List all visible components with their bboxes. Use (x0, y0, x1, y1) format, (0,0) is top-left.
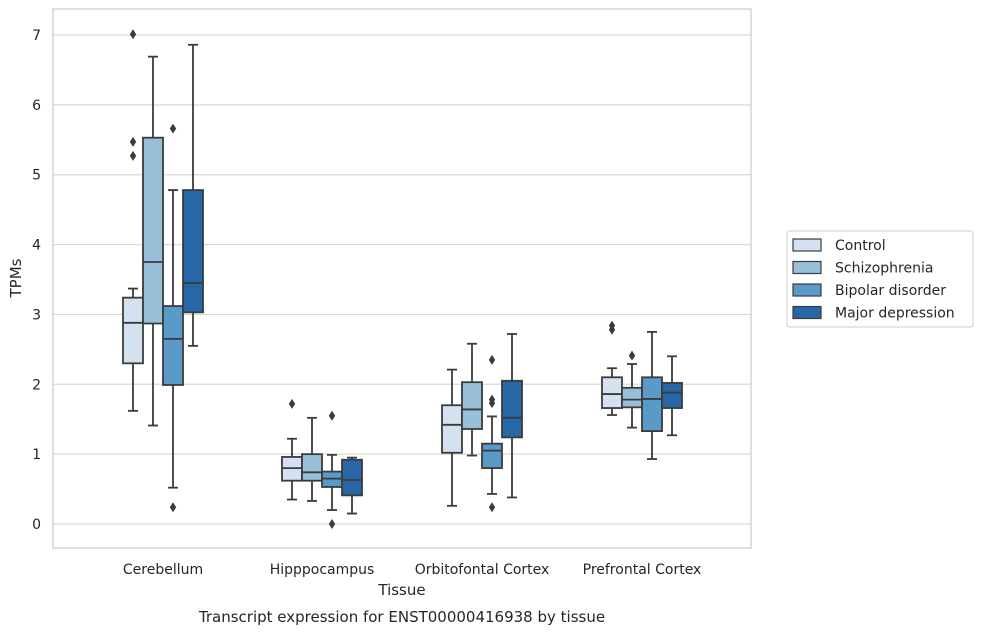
box-0-0 (122, 29, 144, 412)
box-iqr (122, 296, 144, 365)
outlier-1 (169, 123, 177, 134)
box-2-0 (162, 123, 184, 513)
y-axis-ticks: 0 1 2 3 4 5 6 7 (32, 28, 41, 533)
legend-item-1: Schizophrenia (792, 260, 933, 277)
box-iqr (341, 458, 363, 497)
legend-label: Control (835, 238, 886, 254)
y-tick-label-6: 6 (32, 98, 41, 114)
legend-swatch (792, 260, 822, 275)
outlier-2 (129, 29, 137, 40)
outlier-0 (129, 150, 137, 161)
box-3-1 (341, 456, 363, 515)
outlier-3 (488, 354, 496, 365)
y-axis-label: TPMs (7, 258, 25, 298)
box-3-3 (661, 355, 683, 437)
box-0-1 (281, 398, 303, 501)
box-1-2 (461, 342, 483, 457)
box-iqr (441, 404, 463, 454)
outlier-1 (608, 320, 616, 331)
box-iqr (481, 442, 503, 470)
outlier-0 (169, 502, 177, 513)
y-tick-label-0: 0 (32, 517, 41, 533)
box-0-3 (601, 320, 623, 416)
box-iqr (461, 381, 483, 430)
box-2-3 (641, 330, 663, 460)
legend-item-2: Bipolar disorder (792, 283, 946, 299)
x-tick-label-1: Hipppocampus (270, 562, 375, 578)
box-iqr (601, 376, 623, 409)
x-tick-label-2: Orbitofontal Cortex (415, 562, 550, 578)
box-iqr (641, 376, 663, 432)
box-1-0 (142, 55, 164, 427)
y-tick-label-1: 1 (32, 447, 41, 463)
box-groups (122, 29, 683, 529)
box-iqr (661, 381, 683, 409)
x-axis-label: Tissue (377, 581, 425, 599)
box-3-2 (501, 333, 523, 499)
box-iqr (621, 386, 643, 409)
box-iqr (501, 379, 523, 439)
legend-item-3: Major depression (792, 305, 955, 322)
legend-swatch (792, 283, 822, 297)
legend: Control Schizophrenia Bipolar disorder Majo… (786, 230, 974, 328)
outlier-1 (129, 136, 137, 147)
y-tick-label-4: 4 (32, 238, 41, 254)
y-tick-label-2: 2 (32, 377, 41, 393)
legend-label: Schizophrenia (835, 261, 933, 277)
box-iqr (301, 453, 323, 482)
legend-swatch (792, 238, 822, 252)
outlier-0 (628, 350, 636, 361)
outlier-0 (488, 502, 496, 513)
legend-label: Bipolar disorder (835, 283, 946, 299)
outlier-0 (328, 519, 336, 529)
box-iqr (162, 305, 184, 386)
x-axis-ticks: Cerebellum Hipppocampus Orbitofontal Corte… (123, 562, 701, 578)
y-tick-label-7: 7 (32, 28, 41, 44)
box-3-0 (182, 43, 204, 347)
x-tick-label-0: Cerebellum (123, 562, 203, 578)
x-tick-label-3: Prefrontal Cortex (583, 562, 702, 578)
plot-area-frame (52, 8, 752, 549)
box-iqr (142, 136, 164, 325)
outlier-1 (328, 410, 336, 421)
chart-caption: Transcript expression for ENST0000041693… (198, 608, 605, 626)
y-tick-label-3: 3 (32, 307, 41, 323)
box-2-2 (481, 354, 503, 513)
box-1-1 (301, 416, 323, 502)
legend-label: Major depression (835, 306, 955, 322)
box-iqr (182, 189, 204, 314)
legend-swatch (792, 305, 822, 320)
legend-frame (786, 230, 974, 328)
outlier-2 (488, 394, 496, 405)
outlier-0 (288, 398, 296, 409)
legend-item-0: Control (792, 238, 886, 254)
y-tick-label-5: 5 (32, 168, 41, 184)
